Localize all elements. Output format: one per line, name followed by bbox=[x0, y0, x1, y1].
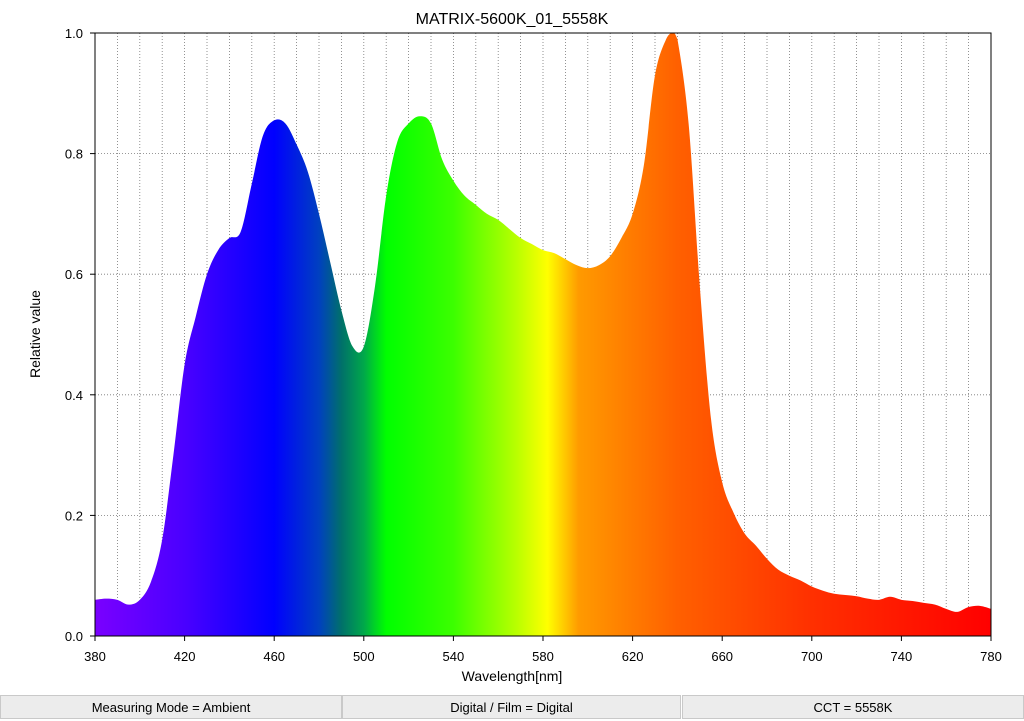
measuring-mode-field: Measuring Mode = Ambient bbox=[0, 695, 342, 719]
axis-ticks: 380 420 460 500 540 580 620 660 700 740 780 0.0 0.2 0… bbox=[65, 26, 1002, 664]
x-axis-label: Wavelength[nm] bbox=[462, 668, 563, 684]
y-tick-label: 0.8 bbox=[65, 147, 83, 162]
x-tick-label: 420 bbox=[174, 649, 196, 664]
y-tick-label: 0.0 bbox=[65, 629, 83, 644]
chart-title: MATRIX-5600K_01_5558K bbox=[416, 11, 609, 28]
x-tick-label: 500 bbox=[353, 649, 375, 664]
x-tick-label: 380 bbox=[84, 649, 106, 664]
x-tick-label: 660 bbox=[711, 649, 733, 664]
x-tick-label: 780 bbox=[980, 649, 1002, 664]
x-tick-label: 460 bbox=[263, 649, 285, 664]
status-bar: Measuring Mode = Ambient Digital / Film … bbox=[0, 695, 1024, 721]
spectrum-chart: MATRIX-5600K_01_5558K 380 420 460 500 540 580… bbox=[27, 11, 1002, 684]
digital-film-field: Digital / Film = Digital bbox=[342, 695, 681, 719]
x-tick-label: 540 bbox=[443, 649, 465, 664]
y-tick-label: 0.4 bbox=[65, 388, 83, 403]
y-tick-label: 0.6 bbox=[65, 267, 83, 282]
spectrum-area bbox=[95, 33, 991, 636]
y-tick-label: 1.0 bbox=[65, 26, 83, 41]
cct-field: CCT = 5558K bbox=[682, 695, 1024, 719]
x-tick-label: 700 bbox=[801, 649, 823, 664]
y-tick-label: 0.2 bbox=[65, 508, 83, 523]
y-axis-label: Relative value bbox=[27, 290, 43, 378]
x-tick-label: 740 bbox=[891, 649, 913, 664]
x-tick-label: 580 bbox=[532, 649, 554, 664]
x-tick-label: 620 bbox=[622, 649, 644, 664]
